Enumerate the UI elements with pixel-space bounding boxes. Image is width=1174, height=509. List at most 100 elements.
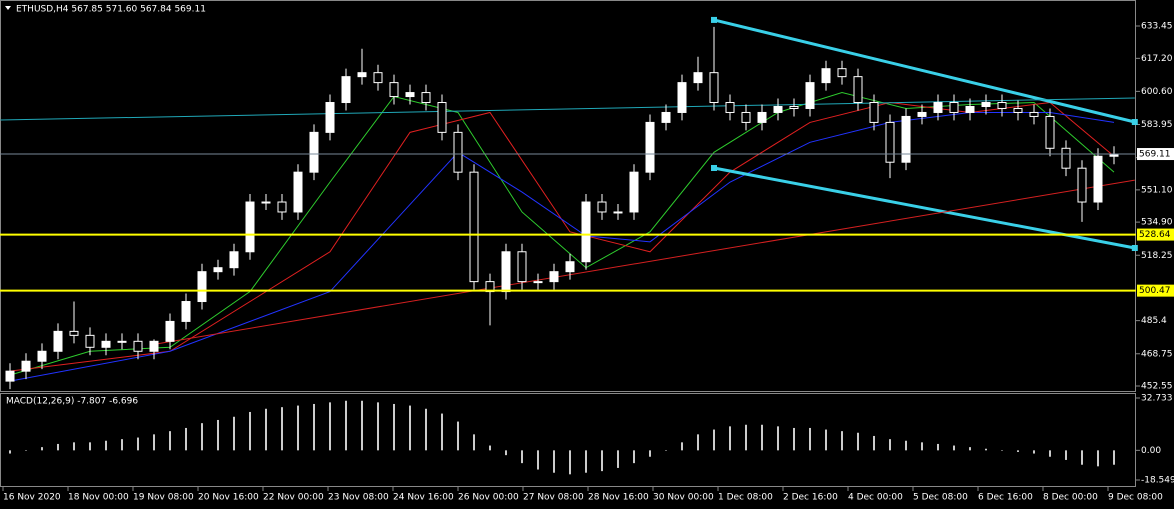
macd-bar — [921, 442, 923, 451]
candle-body — [277, 201, 287, 213]
macd-bar — [873, 435, 875, 451]
candle-body — [309, 131, 319, 173]
candle-body — [917, 111, 927, 117]
candle-body — [117, 340, 127, 343]
macd-bar — [1097, 450, 1099, 467]
x-tick-label: 20 Nov 16:00 — [198, 493, 259, 503]
trendline — [713, 18, 1136, 124]
y-tick-label: 468.75 — [1141, 349, 1173, 359]
candle-body — [53, 330, 63, 352]
macd-bar — [41, 447, 43, 451]
macd-bar — [745, 424, 747, 451]
y-tick-label: 551.10 — [1141, 185, 1173, 195]
macd-bar — [585, 450, 587, 473]
candle-body — [789, 105, 799, 109]
candle-body — [581, 201, 591, 263]
candle-body — [949, 102, 959, 113]
level-label: 528.64 — [1139, 230, 1171, 240]
candle-body — [837, 68, 847, 78]
candle-body — [325, 102, 335, 133]
macd-bar — [889, 439, 891, 451]
y-tick-label: 617.20 — [1141, 54, 1173, 64]
macd-bar — [361, 400, 363, 451]
candle-body — [549, 271, 559, 283]
macd-bar — [281, 407, 283, 451]
candle-body — [821, 68, 831, 84]
macd-bar — [265, 408, 267, 451]
candle-body — [613, 211, 623, 214]
candle-body — [69, 330, 79, 336]
candle-body — [245, 201, 255, 253]
macd-bar — [665, 450, 667, 451]
candle-body — [693, 72, 703, 84]
candle-body — [421, 92, 431, 104]
x-tick-label: 28 Nov 16:00 — [588, 493, 649, 503]
macd-bar — [1065, 450, 1067, 460]
candle-body — [37, 350, 47, 362]
candle-body — [213, 267, 223, 273]
macd-bar — [697, 434, 699, 451]
macd-bar — [857, 432, 859, 451]
x-tick-label: 9 Dec 08:00 — [1108, 493, 1163, 503]
candle-body — [997, 102, 1007, 109]
candle-body — [901, 115, 911, 163]
macd-bar — [1017, 450, 1019, 452]
macd-bar — [137, 437, 139, 451]
macd-tick-label: -18.549 — [1141, 476, 1174, 486]
level-tag — [1137, 284, 1174, 297]
macd-bar — [25, 450, 27, 451]
x-tick-label: 16 Nov 2020 — [3, 493, 61, 503]
macd-bar — [73, 442, 75, 451]
macd-bar — [489, 445, 491, 451]
macd-bar — [601, 450, 603, 472]
y-tick-label: 452.55 — [1141, 382, 1173, 392]
macd-bar — [969, 447, 971, 451]
anchor — [711, 164, 717, 171]
x-tick-label: 18 Nov 00:00 — [68, 493, 129, 503]
candle-body — [405, 92, 415, 98]
macd-bar — [777, 426, 779, 451]
macd-bar — [537, 450, 539, 470]
macd-bar — [201, 423, 203, 451]
macd-bar — [953, 445, 955, 451]
macd-bar — [57, 443, 59, 451]
macd-bar — [233, 416, 235, 451]
candle-body — [517, 251, 527, 283]
macd-bar — [793, 427, 795, 451]
candle-body — [197, 271, 207, 303]
x-tick-label: 22 Nov 00:00 — [263, 493, 324, 503]
menu-arrow[interactable] — [5, 6, 11, 10]
macd-bar — [729, 426, 731, 451]
macd-bar — [185, 427, 187, 451]
macd-bar — [9, 450, 11, 454]
macd-bar — [633, 450, 635, 464]
macd-bar — [505, 450, 507, 456]
macd-bar — [377, 402, 379, 451]
macd-bar — [809, 427, 811, 451]
macd-bar — [713, 429, 715, 451]
macd-bar — [937, 443, 939, 451]
candle-body — [645, 121, 655, 173]
macd-bar — [681, 442, 683, 451]
candle-body — [933, 102, 943, 113]
candle-body — [149, 340, 159, 352]
macd-bar — [105, 440, 107, 451]
macd-bar — [553, 450, 555, 473]
x-tick-label: 5 Dec 08:00 — [913, 493, 968, 503]
macd-bar — [617, 450, 619, 468]
x-tick-label: 27 Nov 08:00 — [523, 493, 584, 503]
macd-bar — [217, 419, 219, 451]
level-label: 500.47 — [1139, 286, 1171, 296]
macd-bar — [313, 403, 315, 451]
x-tick-label: 24 Nov 16:00 — [393, 493, 454, 503]
candle-body — [101, 340, 111, 348]
macd-bar — [761, 424, 763, 451]
macd-bar — [393, 403, 395, 451]
candle-body — [533, 281, 543, 284]
candle-body — [133, 340, 143, 352]
x-tick-label: 4 Dec 00:00 — [848, 493, 903, 503]
candle-body — [341, 76, 351, 104]
macd-bar — [441, 413, 443, 451]
candle-body — [21, 360, 31, 372]
candle-body — [965, 105, 975, 113]
